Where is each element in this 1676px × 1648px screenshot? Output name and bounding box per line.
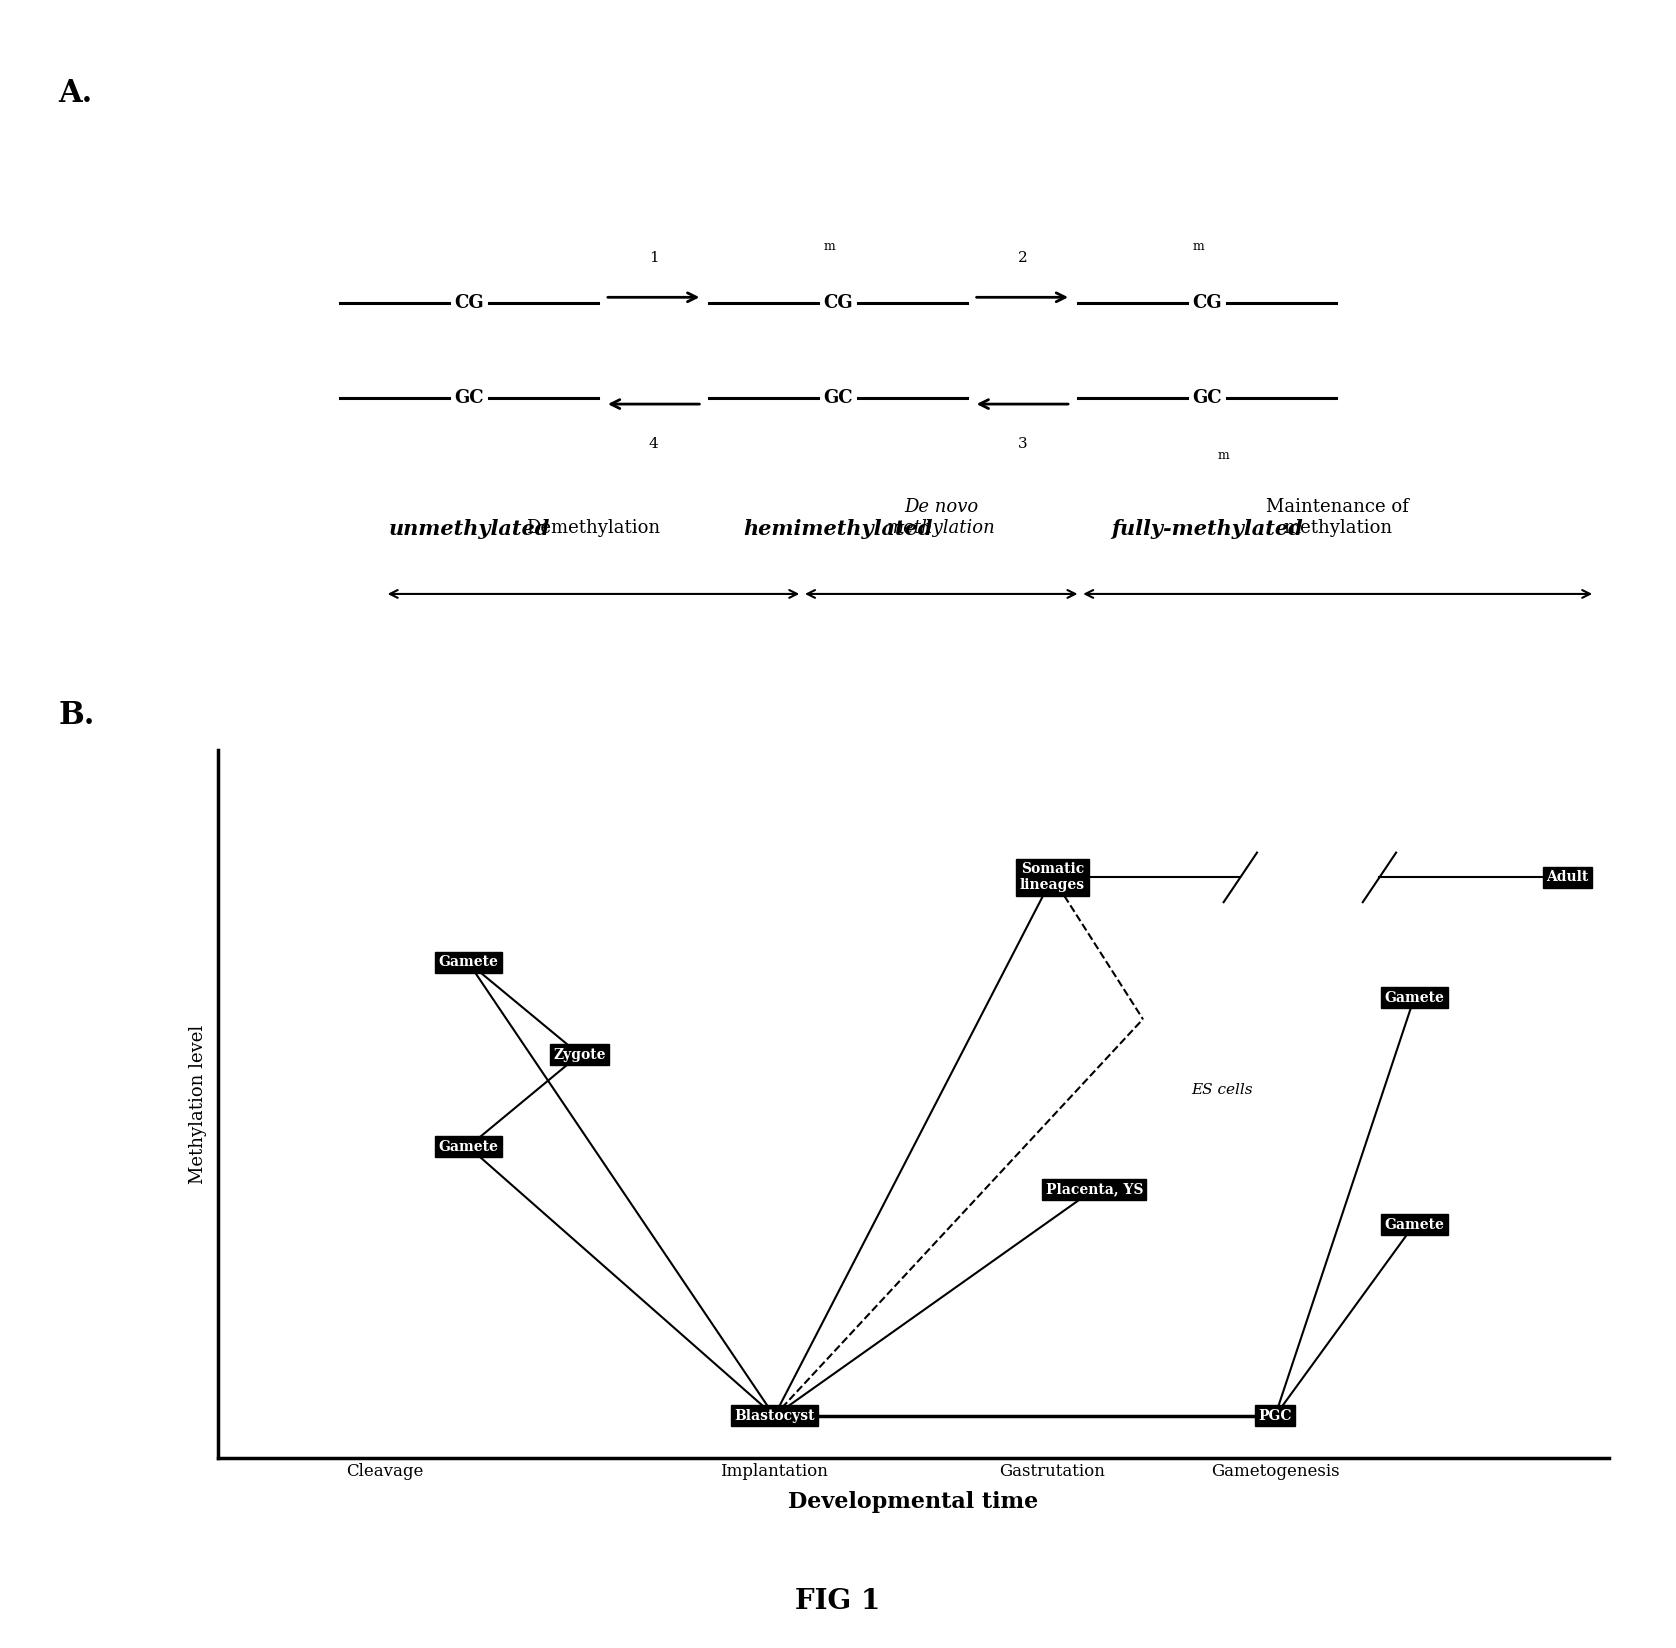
X-axis label: Developmental time: Developmental time	[788, 1491, 1039, 1513]
Text: fully-methylated: fully-methylated	[1111, 519, 1302, 539]
Text: GC: GC	[1192, 389, 1222, 407]
Text: unmethylated: unmethylated	[389, 519, 550, 539]
Text: Gamete: Gamete	[1384, 990, 1445, 1005]
Text: CG: CG	[454, 295, 484, 311]
Text: m: m	[1192, 241, 1205, 252]
Text: Gamete: Gamete	[439, 1140, 498, 1154]
Text: 1: 1	[649, 250, 659, 265]
Text: B.: B.	[59, 700, 96, 732]
Text: Adult: Adult	[1545, 870, 1589, 885]
Text: A.: A.	[59, 77, 92, 109]
Text: ES cells: ES cells	[1192, 1083, 1254, 1098]
Text: 3: 3	[1017, 437, 1027, 450]
Text: CG: CG	[823, 295, 853, 311]
Text: Gamete: Gamete	[439, 956, 498, 969]
Text: PGC: PGC	[1259, 1409, 1292, 1422]
Text: Zygote: Zygote	[553, 1048, 605, 1061]
Text: De novo
methylation: De novo methylation	[887, 498, 996, 537]
Text: 2: 2	[1017, 250, 1027, 265]
Text: CG: CG	[1192, 295, 1222, 311]
Text: Demethylation: Demethylation	[526, 519, 660, 537]
Text: m: m	[1217, 448, 1230, 461]
Text: GC: GC	[823, 389, 853, 407]
Text: GC: GC	[454, 389, 484, 407]
Text: Gamete: Gamete	[1384, 1218, 1445, 1231]
Text: m: m	[823, 241, 836, 252]
Text: Blastocyst: Blastocyst	[734, 1409, 815, 1422]
Text: 4: 4	[649, 437, 659, 450]
Text: FIG 1: FIG 1	[796, 1589, 880, 1615]
Text: Maintenance of
methylation: Maintenance of methylation	[1267, 498, 1410, 537]
Y-axis label: Methylation level: Methylation level	[189, 1025, 206, 1183]
Text: Placenta, YS: Placenta, YS	[1046, 1182, 1143, 1196]
Text: Somatic
lineages: Somatic lineages	[1021, 862, 1084, 893]
Text: hemimethylated: hemimethylated	[742, 519, 934, 539]
